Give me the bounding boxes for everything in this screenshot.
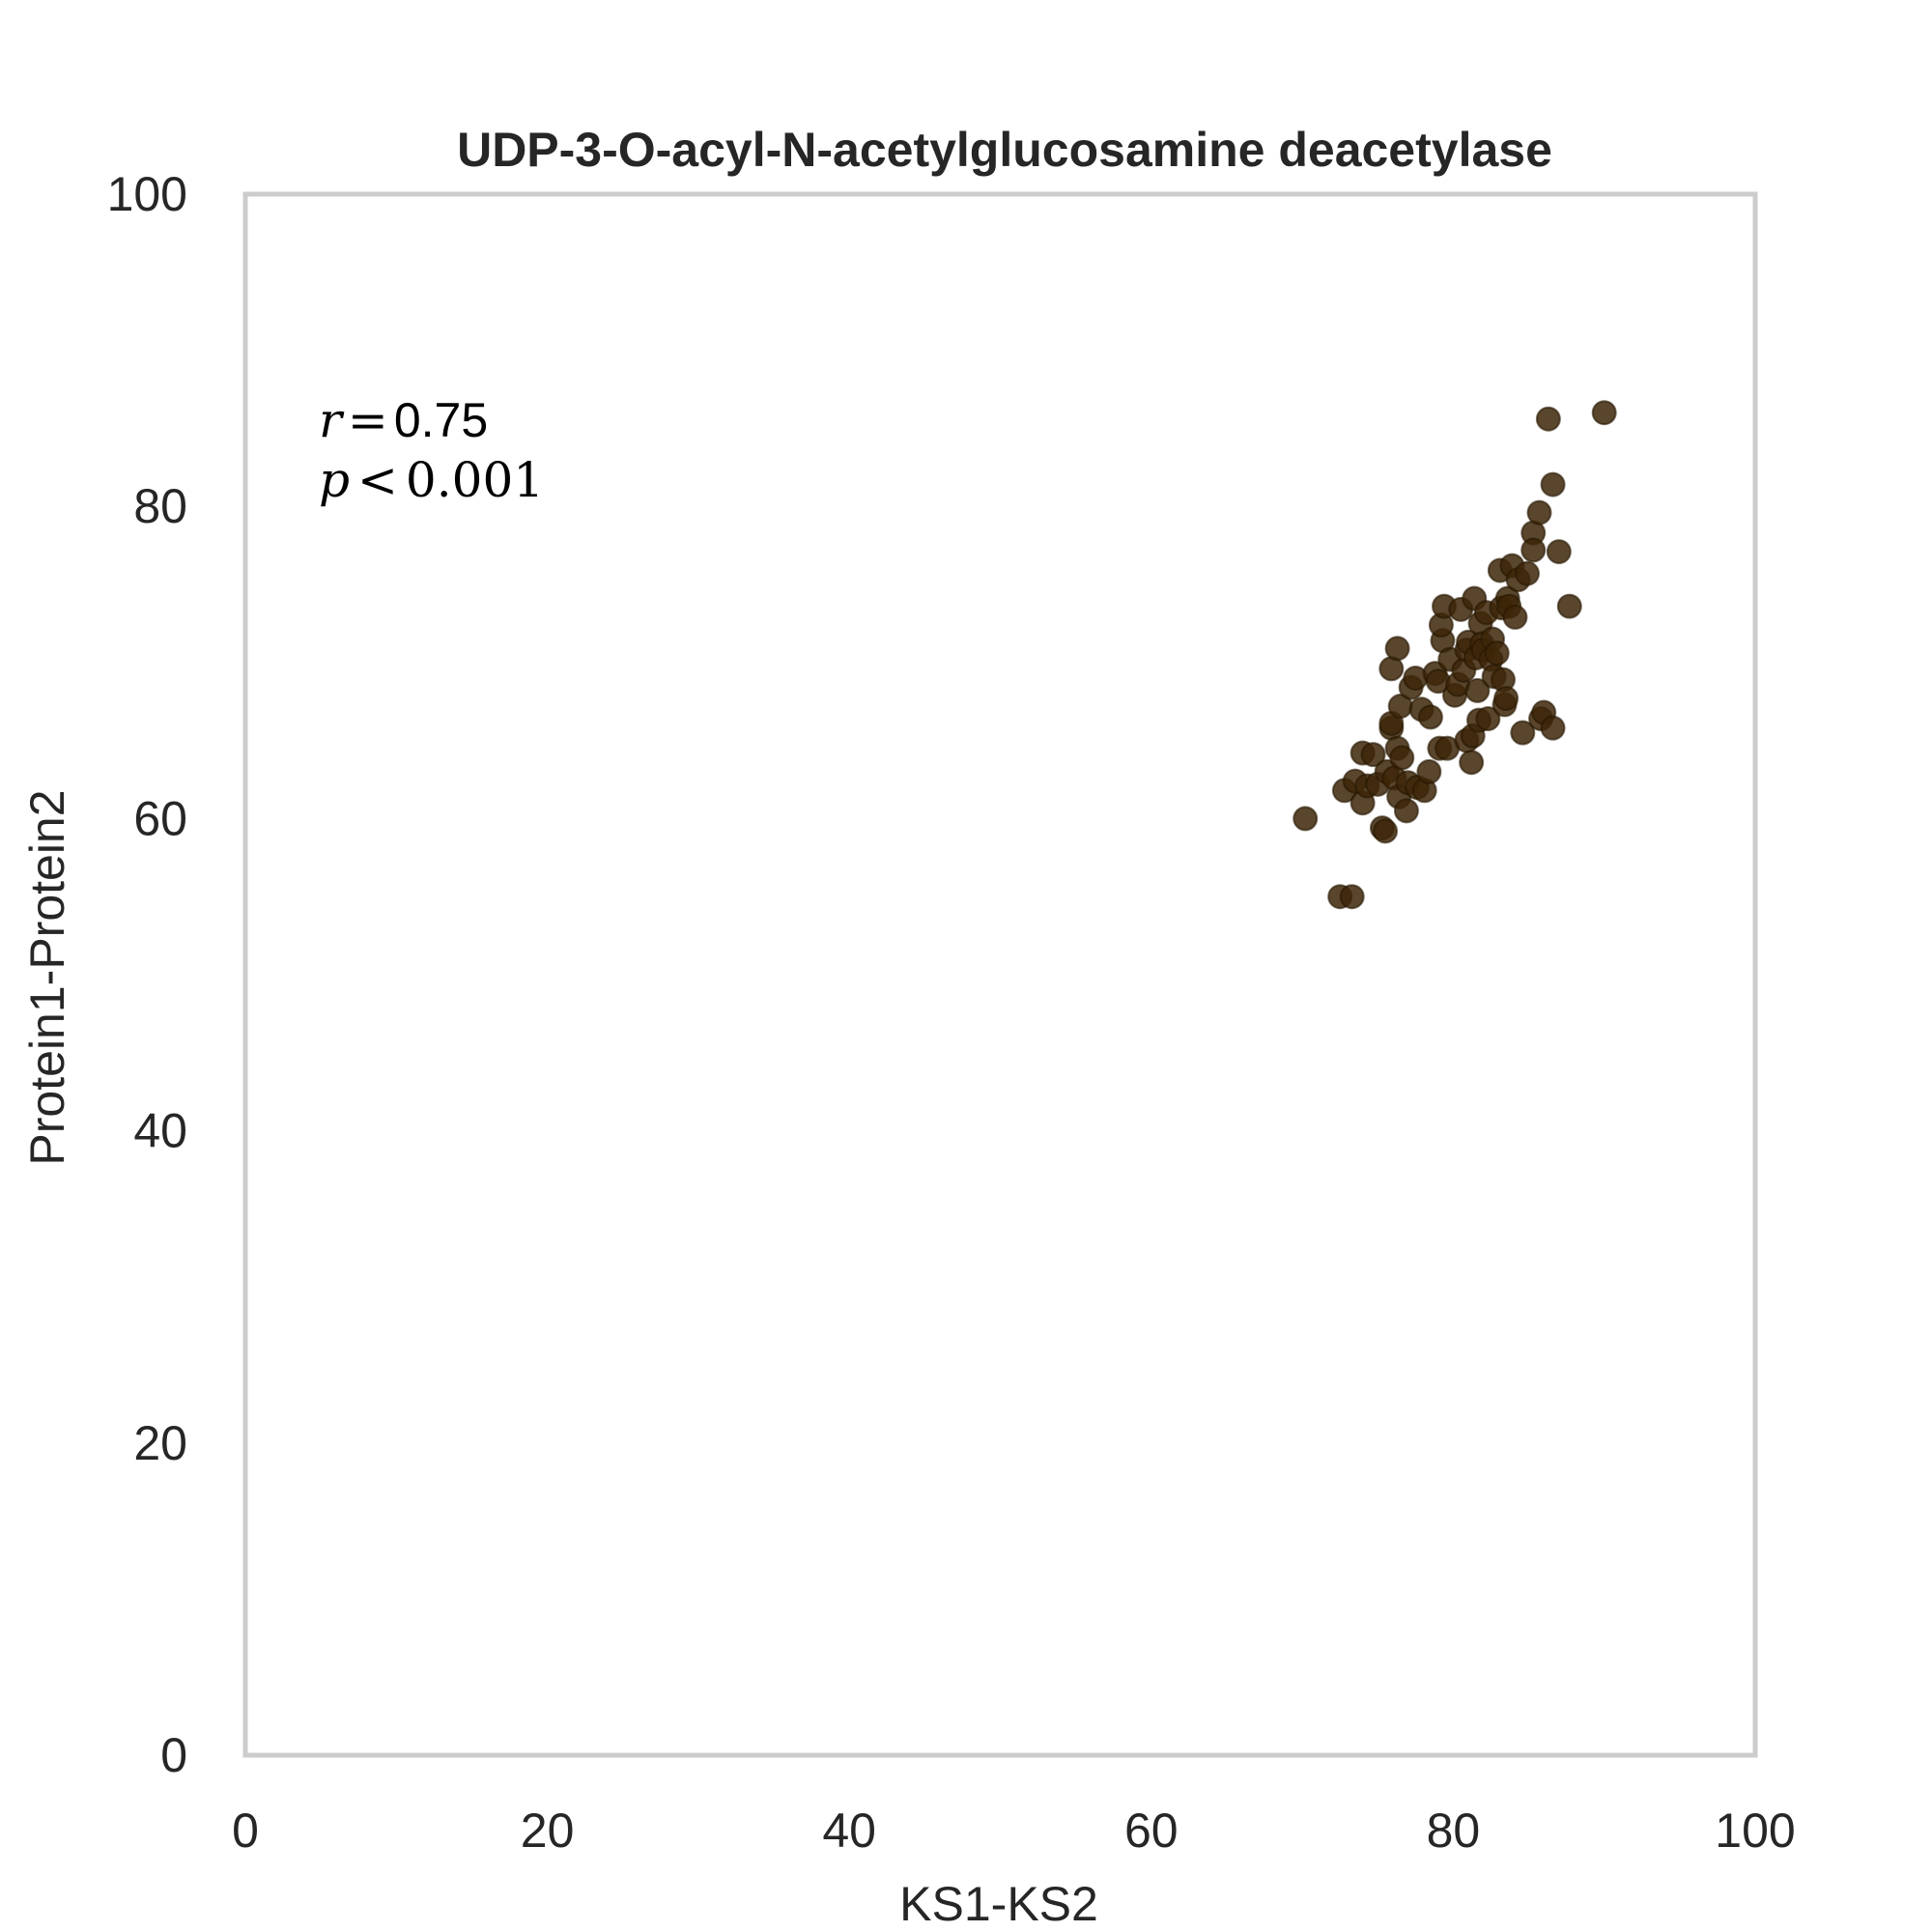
y-tick-label: 20: [133, 1416, 187, 1470]
data-point: [1416, 758, 1442, 784]
r-symbol: r: [319, 392, 345, 448]
x-tick-label: 60: [1124, 1804, 1179, 1858]
data-point: [1393, 798, 1419, 824]
data-points: [1293, 400, 1617, 910]
chart-title: UDP-3-O-acyl-N-acetylglucosamine deacety…: [457, 123, 1552, 177]
data-point: [1546, 539, 1572, 565]
data-point: [1484, 640, 1510, 667]
data-point: [1526, 499, 1552, 526]
plot-frame: [242, 191, 1758, 1758]
data-point: [1360, 742, 1386, 768]
y-axis-ticks: 0 20 40 60 80 100: [107, 167, 187, 1782]
y-tick-label: 0: [160, 1728, 187, 1782]
r-equals: =: [348, 392, 388, 448]
data-point: [1475, 705, 1501, 731]
data-point: [1514, 560, 1540, 586]
data-point: [1556, 593, 1582, 619]
p-symbol: p: [319, 452, 350, 508]
svg-text:r=0.75: r = 0.75: [319, 392, 488, 448]
y-tick-label: 40: [133, 1104, 187, 1158]
data-point: [1384, 636, 1410, 662]
y-tick-label: 100: [107, 167, 187, 221]
data-point: [1417, 704, 1443, 730]
y-tick-label: 80: [133, 479, 187, 533]
data-point: [1373, 818, 1399, 844]
x-tick-label: 40: [822, 1804, 876, 1858]
data-point: [1459, 750, 1485, 776]
r-value: 0.75: [394, 393, 488, 447]
y-tick-label: 60: [133, 791, 187, 845]
x-axis-label: KS1-KS2: [899, 1877, 1098, 1931]
correlation-annotation: r = 0.75 p <0.001: [319, 392, 544, 508]
x-tick-label: 80: [1427, 1804, 1481, 1858]
data-point: [1540, 471, 1566, 497]
x-tick-label: 20: [521, 1804, 575, 1858]
x-tick-label: 0: [232, 1804, 259, 1858]
data-point: [1591, 400, 1617, 426]
data-point: [1339, 884, 1365, 910]
data-point: [1510, 720, 1536, 746]
data-point: [1464, 677, 1491, 703]
data-point: [1540, 715, 1566, 741]
x-axis-ticks: 0 20 40 60 80 100: [232, 1804, 1796, 1858]
svg-text:p<0.001: p <0.001: [319, 452, 544, 508]
data-point: [1520, 537, 1547, 563]
x-tick-label: 100: [1715, 1804, 1795, 1858]
data-point: [1493, 685, 1520, 711]
p-value: 0.001: [406, 452, 544, 508]
y-axis-label: Protein1-Protein2: [20, 789, 74, 1165]
data-point: [1535, 406, 1561, 432]
data-point: [1389, 745, 1415, 771]
data-point: [1502, 604, 1528, 630]
p-less-than: <: [357, 452, 398, 508]
data-point: [1293, 806, 1319, 832]
